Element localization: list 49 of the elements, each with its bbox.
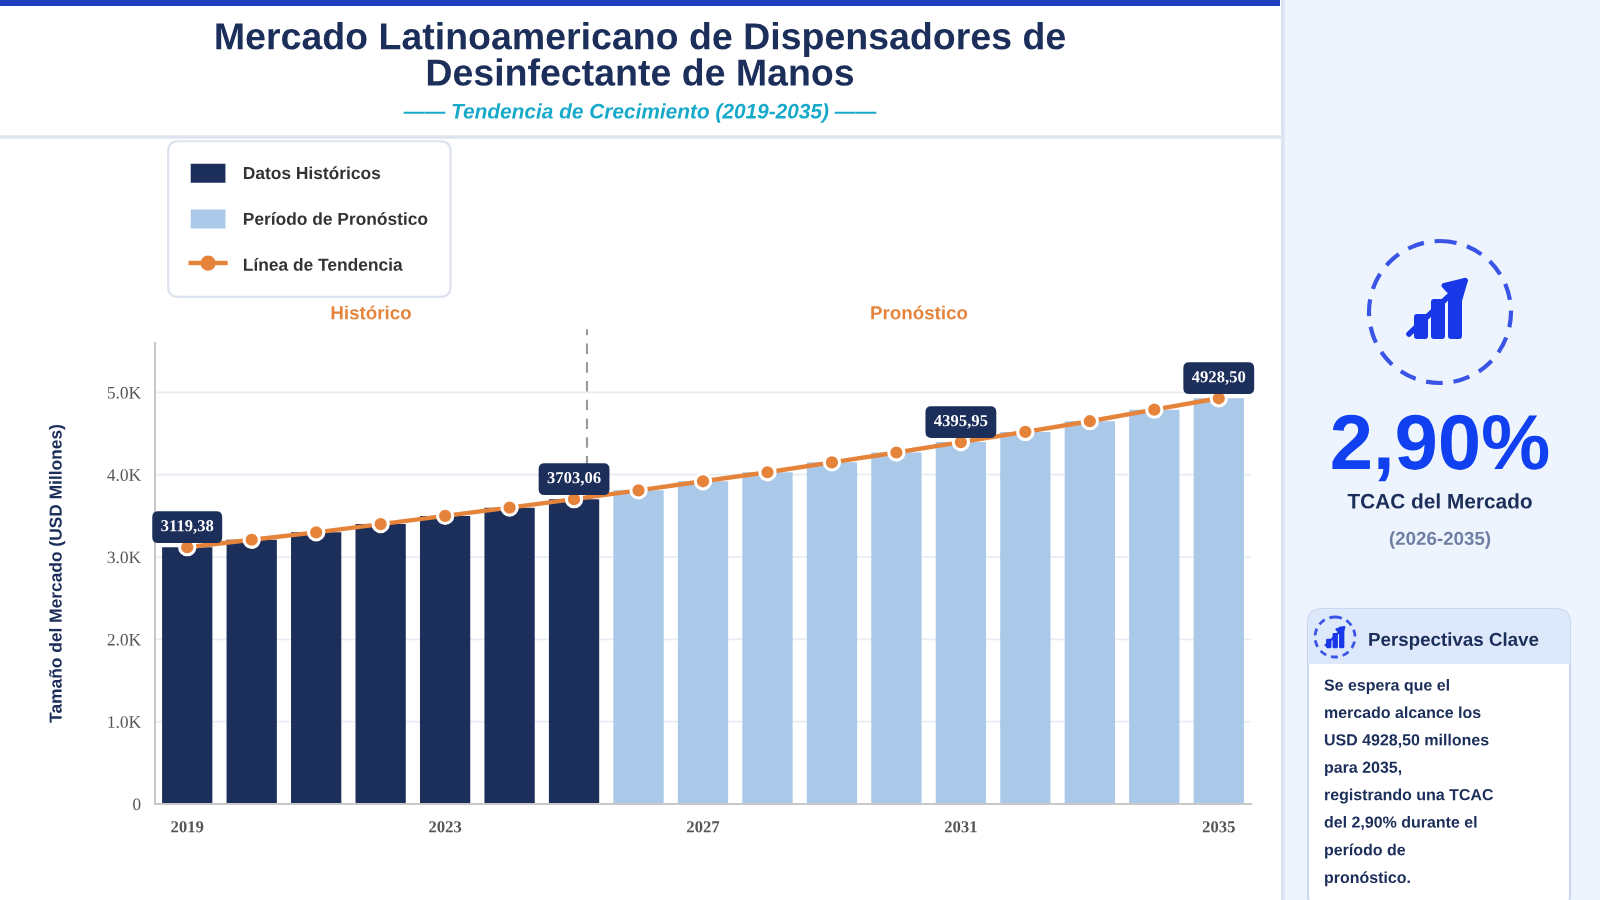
bar: [935, 442, 987, 804]
bar: [291, 532, 342, 804]
y-tick-label: 1.0K: [108, 716, 141, 728]
y-tick-label: 3.0K: [107, 551, 141, 564]
bar: [484, 507, 535, 804]
bar: [1064, 421, 1115, 804]
bar: [1129, 409, 1180, 804]
bar: [613, 490, 664, 804]
x-tick-label: 2035: [1202, 821, 1235, 833]
legend-label: Datos Históricos: [243, 166, 381, 180]
point: [693, 472, 713, 491]
y-tick-label: 0: [133, 798, 141, 811]
bar: [806, 462, 858, 804]
bar: [871, 452, 922, 804]
text: Pronóstico: [871, 305, 968, 320]
x-tick-label: 2031: [944, 821, 977, 833]
text: Se espera que el mercado alcance los USD 4928,50 millones para 2035, registrando una TCAC del 2,90% durante el período de pronóstico.: [1324, 679, 1494, 887]
y-axis-title: Tamaño del Mercado (USD Millones): [49, 424, 66, 723]
chart-subtitle: —— Tendencia de Crecimiento (2019-2035) ——: [403, 103, 877, 123]
point: [435, 506, 455, 526]
text: TCAC del Mercado: [1347, 493, 1532, 509]
chart-title: Mercado Latinoamericano de Dispensadores de Desinfectante de Manos: [216, 22, 1065, 86]
bar: [548, 499, 600, 804]
text: (2026-2035): [1389, 531, 1491, 549]
text: Perspectivas Clave: [1369, 632, 1539, 650]
legend-label: Período de Pronóstico: [243, 212, 428, 226]
text: 2,90%: [1332, 414, 1549, 482]
text: Histórico: [331, 305, 411, 320]
bar: [677, 481, 729, 804]
x-tick-label: 2023: [429, 821, 462, 833]
bar: [1193, 398, 1244, 804]
data-label: 4395,95: [934, 415, 988, 429]
data-label: 3703,06: [547, 472, 601, 486]
bar: [162, 547, 213, 804]
point: [822, 453, 842, 472]
x-tick-label: 2019: [171, 821, 204, 833]
x-tick-label: 2027: [687, 821, 720, 833]
bar: [742, 472, 793, 804]
point: [1016, 422, 1035, 442]
bar: [419, 515, 471, 804]
bar: [1000, 431, 1051, 804]
data-label: 3119,38: [161, 520, 214, 534]
bar: [226, 539, 277, 804]
y-tick-label: 5.0K: [107, 386, 141, 399]
legend-label: Línea de Tendencia: [243, 257, 403, 271]
y-tick-label: 2.0K: [107, 633, 141, 646]
bar: [355, 524, 406, 804]
y-tick-label: 4.0K: [107, 469, 141, 481]
data-label: 4928,50: [1191, 371, 1246, 385]
